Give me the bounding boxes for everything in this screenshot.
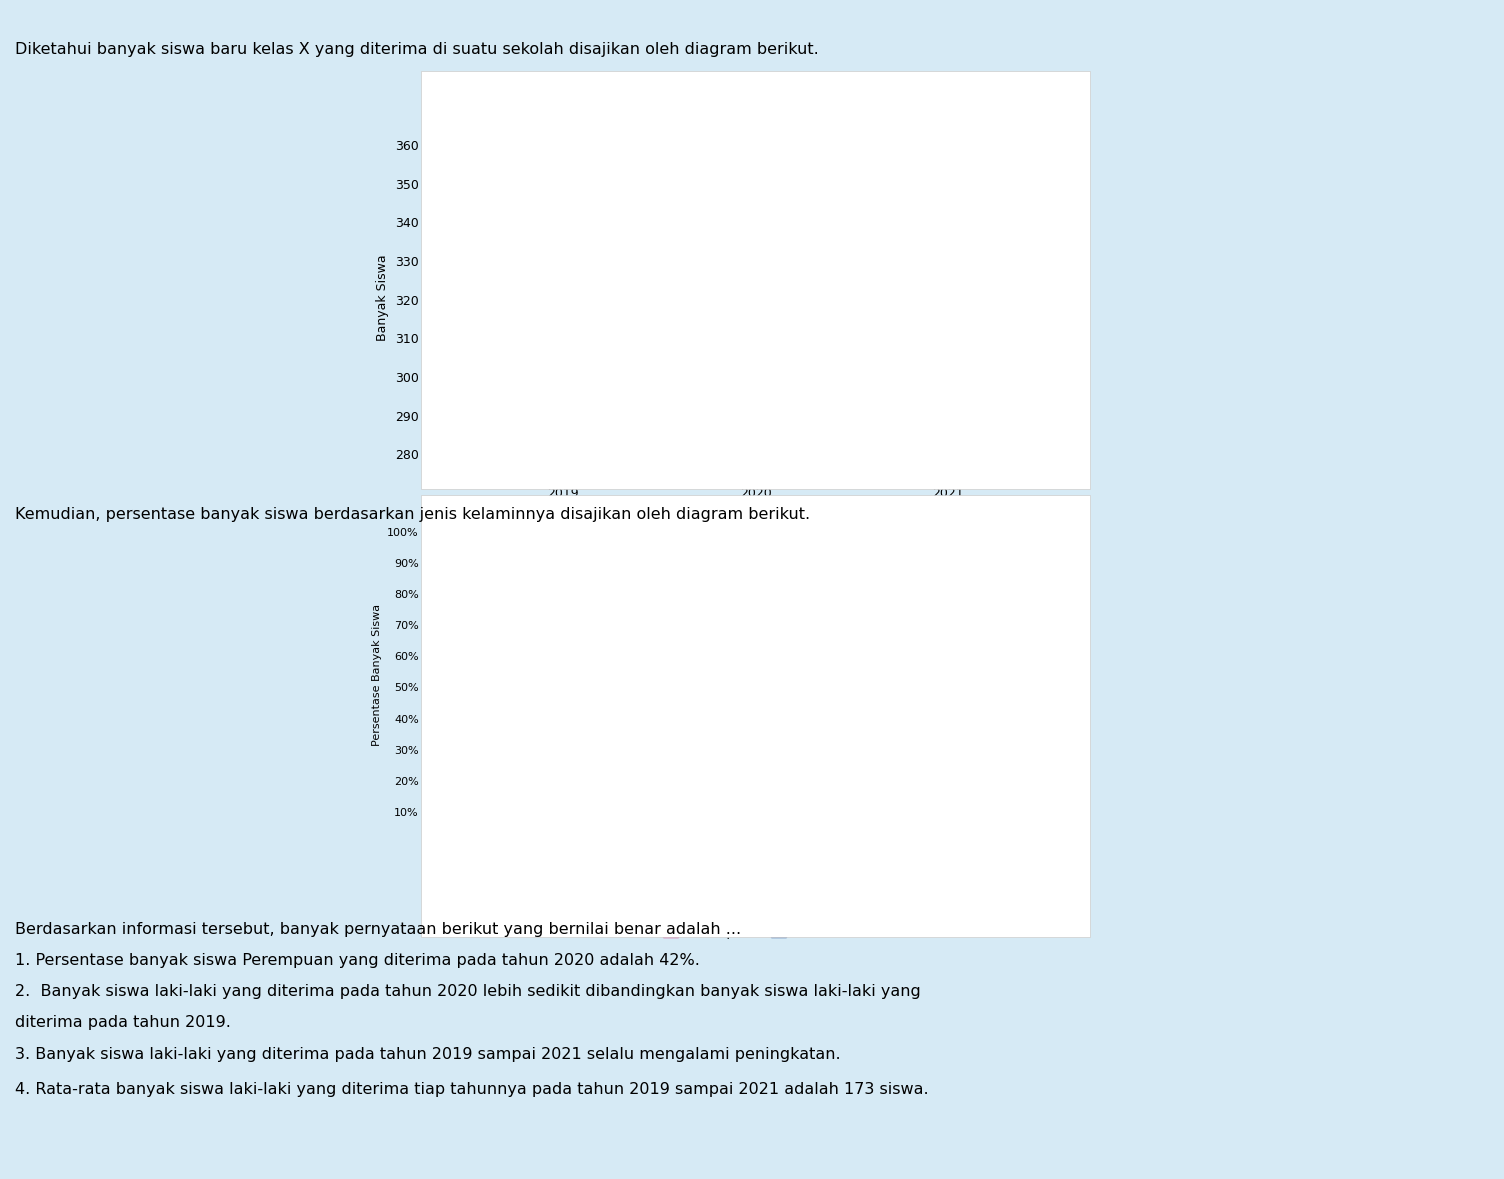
Text: 3. Banyak siswa laki-laki yang diterima pada tahun 2019 sampai 2021 selalu menga: 3. Banyak siswa laki-laki yang diterima …	[15, 1047, 841, 1062]
Text: Diketahui banyak siswa baru kelas X yang diterima di suatu sekolah disajikan ole: Diketahui banyak siswa baru kelas X yang…	[15, 42, 818, 58]
Text: 48%: 48%	[731, 762, 761, 775]
Bar	[907, 657, 982, 843]
Bar	[907, 532, 982, 657]
X-axis label: Tahun: Tahun	[737, 871, 775, 884]
Legend: Perempuan, Laki-laki: Perempuan, Laki-laki	[659, 921, 853, 944]
Text: 0: 0	[435, 847, 442, 859]
Y-axis label: Banyak Siswa: Banyak Siswa	[376, 255, 390, 341]
Text: 40%: 40%	[929, 587, 960, 600]
Text: Berdasarkan informasi tersebut, banyak pernyataan berikut yang bernilai benar ad: Berdasarkan informasi tersebut, banyak p…	[15, 922, 741, 937]
Bar	[708, 693, 784, 843]
Bar	[708, 532, 784, 693]
Text: 53%: 53%	[532, 755, 562, 768]
Text: Kemudian, persentase banyak siswa berdasarkan jenis kelaminnya disajikan oleh di: Kemudian, persentase banyak siswa berdas…	[15, 507, 811, 522]
X-axis label: Tahun: Tahun	[737, 506, 775, 519]
Text: diterima pada tahun 2019.: diterima pada tahun 2019.	[15, 1015, 232, 1030]
Text: 47%: 47%	[532, 599, 562, 612]
Bar	[510, 678, 585, 843]
Bar	[510, 532, 585, 678]
Text: 4. Rata-rata banyak siswa laki-laki yang diterima tiap tahunnya pada tahun 2019 : 4. Rata-rata banyak siswa laki-laki yang…	[15, 1082, 928, 1098]
Y-axis label: Persentase Banyak Siswa: Persentase Banyak Siswa	[371, 604, 382, 746]
Text: 2.  Banyak siswa laki-laki yang diterima pada tahun 2020 lebih sedikit dibanding: 2. Banyak siswa laki-laki yang diterima …	[15, 984, 920, 1000]
Text: 0: 0	[454, 477, 462, 490]
Text: 1. Persentase banyak siswa Perempuan yang diterima pada tahun 2020 adalah 42%.: 1. Persentase banyak siswa Perempuan yan…	[15, 953, 699, 968]
